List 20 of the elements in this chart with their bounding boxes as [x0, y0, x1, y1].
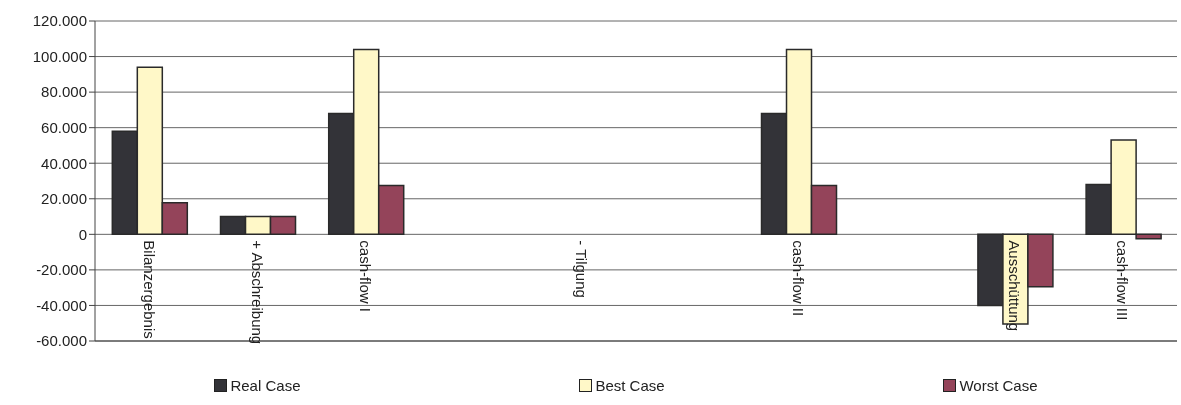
y-tick-label: 120.000 — [32, 12, 87, 30]
x-tick-label: - Tilgung — [573, 240, 591, 298]
y-tick-label: 100.000 — [32, 47, 87, 65]
y-tick-label: 80.000 — [41, 83, 87, 101]
y-tick-label: 60.000 — [41, 118, 87, 136]
x-tick-label: cash-flow II — [789, 240, 807, 317]
legend-label: Worst Case — [958, 377, 1038, 394]
y-tick-label: -40.000 — [36, 296, 87, 314]
x-tick-label: cash-flow III — [1114, 240, 1132, 321]
legend-label: Best Case — [594, 377, 665, 394]
y-tick-label: -20.000 — [36, 261, 87, 279]
y-tick-label: -60.000 — [36, 332, 87, 350]
x-tick-label: + Abschreibung — [248, 240, 266, 345]
y-tick-label: 40.000 — [41, 154, 87, 172]
legend-label: Real Case — [229, 377, 301, 394]
y-tick-label: 20.000 — [41, 190, 87, 208]
y-tick-label: 0 — [78, 225, 87, 243]
x-tick-label: Ausschüttung — [1006, 240, 1024, 332]
x-tick-label: cash-flow I — [357, 240, 374, 313]
x-tick-label: Bilanzergebnis — [140, 240, 158, 339]
